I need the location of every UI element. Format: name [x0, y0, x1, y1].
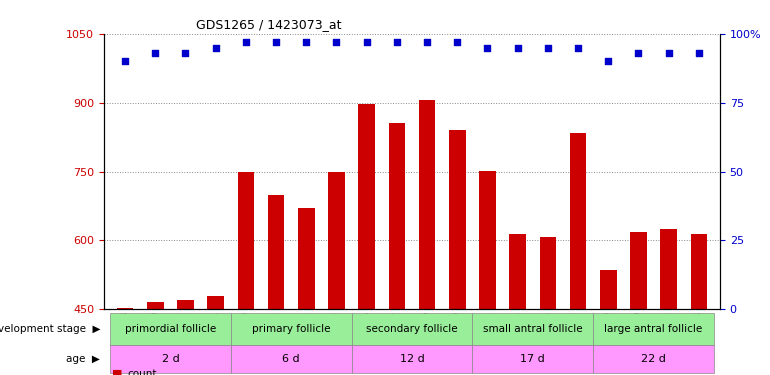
Bar [110, 313, 231, 345]
Text: age  ▶: age ▶ [66, 354, 100, 364]
Bar [207, 296, 224, 309]
Point [390, 39, 403, 45]
Text: 22 d: 22 d [641, 354, 666, 364]
Text: large antral follicle: large antral follicle [604, 324, 703, 334]
Point [602, 58, 614, 64]
Point [270, 39, 283, 45]
Text: 17 d: 17 d [521, 354, 545, 364]
Text: 2 d: 2 d [162, 354, 179, 364]
Bar [600, 270, 617, 309]
Bar [472, 345, 593, 373]
Text: primordial follicle: primordial follicle [125, 324, 216, 334]
Bar [352, 345, 472, 373]
Bar [593, 313, 714, 345]
Bar [147, 302, 163, 309]
Point [149, 50, 162, 56]
Bar [661, 229, 677, 309]
Point [119, 58, 131, 64]
Bar [358, 104, 375, 309]
Text: secondary follicle: secondary follicle [367, 324, 457, 334]
Text: 6 d: 6 d [283, 354, 300, 364]
Bar [238, 172, 254, 309]
Bar [389, 123, 405, 309]
Point [209, 45, 222, 51]
Point [511, 45, 524, 51]
Bar [231, 345, 352, 373]
Point [421, 39, 434, 45]
Point [300, 39, 313, 45]
Bar [352, 313, 472, 345]
Bar [593, 345, 714, 373]
Bar [110, 345, 231, 373]
Text: primary follicle: primary follicle [252, 324, 330, 334]
Bar [570, 134, 586, 309]
Bar [328, 172, 345, 309]
Point [481, 45, 494, 51]
Bar [177, 300, 194, 309]
Text: ■: ■ [112, 369, 122, 375]
Bar [449, 130, 466, 309]
Point [360, 39, 373, 45]
Point [330, 39, 343, 45]
Point [541, 45, 554, 51]
Bar [298, 209, 315, 309]
Text: development stage  ▶: development stage ▶ [0, 324, 100, 334]
Text: GDS1265 / 1423073_at: GDS1265 / 1423073_at [196, 18, 342, 31]
Point [693, 50, 705, 56]
Point [662, 50, 675, 56]
Bar [540, 237, 556, 309]
Bar [419, 100, 435, 309]
Point [451, 39, 464, 45]
Point [179, 50, 192, 56]
Point [632, 50, 644, 56]
Bar [231, 313, 352, 345]
Text: 12 d: 12 d [400, 354, 424, 364]
Bar [630, 232, 647, 309]
Bar [479, 171, 496, 309]
Bar [268, 195, 284, 309]
Text: count: count [127, 369, 156, 375]
Point [239, 39, 252, 45]
Point [572, 45, 584, 51]
Bar [472, 313, 593, 345]
Bar [691, 234, 707, 309]
Text: small antral follicle: small antral follicle [483, 324, 583, 334]
Bar [509, 234, 526, 309]
